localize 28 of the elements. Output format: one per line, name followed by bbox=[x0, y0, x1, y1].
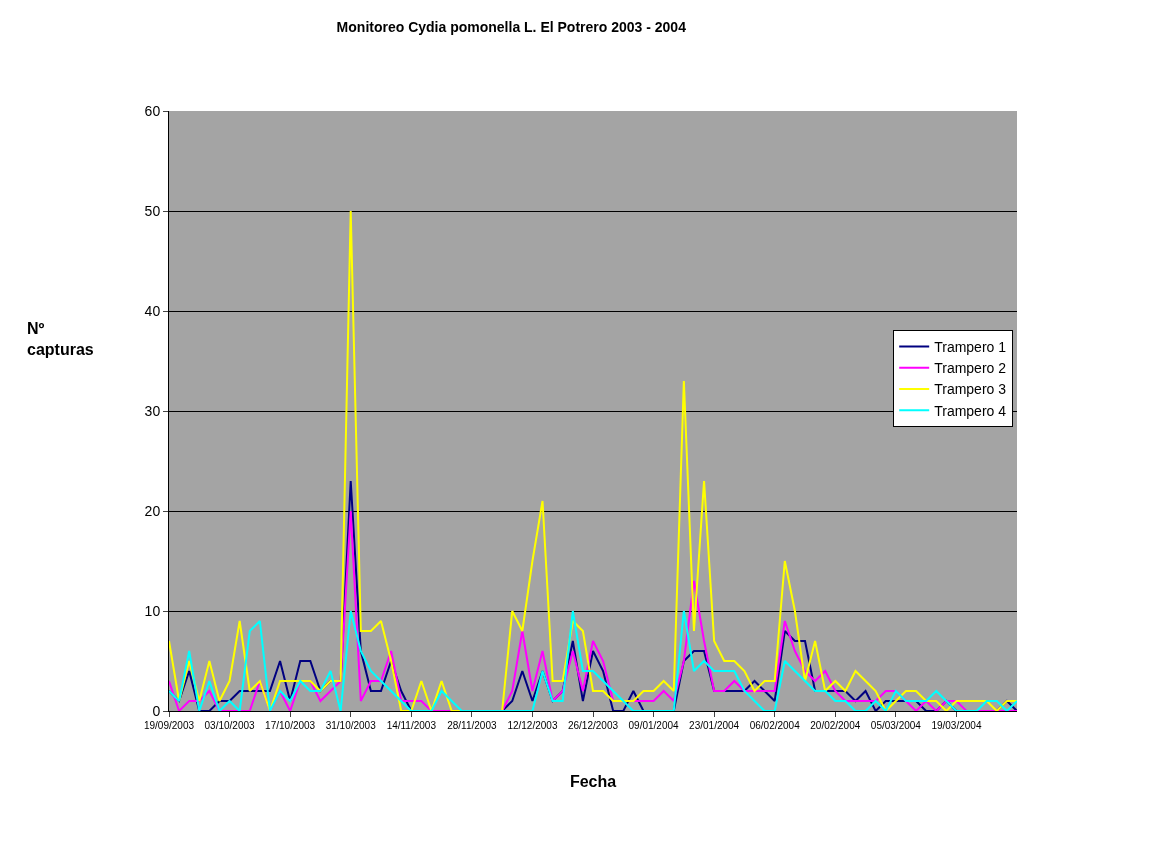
x-tick-label: 12/12/2003 bbox=[507, 720, 558, 731]
x-tick-label: 09/01/2004 bbox=[628, 720, 680, 731]
x-tick-label: 17/10/2003 bbox=[265, 720, 316, 731]
x-tick-label: 03/10/2003 bbox=[204, 720, 256, 731]
y-tick-label: 0 bbox=[152, 702, 161, 719]
x-tick-label: 31/10/2003 bbox=[325, 720, 377, 731]
legend-label: Trampero 4 bbox=[934, 402, 1007, 419]
y-axis-title: Nº capturas bbox=[27, 320, 94, 358]
x-tick-label: 14/11/2003 bbox=[386, 720, 437, 731]
chart-title: Monitoreo Cydia pomonella L. El Potrero 2003 - 2004 bbox=[336, 18, 687, 35]
y-tick-label: 30 bbox=[144, 402, 161, 419]
x-tick-label: 23/01/2004 bbox=[689, 720, 740, 731]
y-tick-label: 40 bbox=[144, 302, 161, 319]
x-tick-label: 26/12/2003 bbox=[567, 720, 619, 731]
legend-label: Trampero 2 bbox=[934, 360, 1007, 377]
x-tick-label: 06/02/2004 bbox=[749, 720, 801, 731]
legend-label: Trampero 1 bbox=[934, 339, 1007, 356]
x-tick-label: 20/02/2004 bbox=[810, 720, 861, 731]
legend-label: Trampero 3 bbox=[934, 381, 1007, 398]
x-tick-label: 05/03/2004 bbox=[870, 720, 922, 731]
y-tick-label: 60 bbox=[144, 102, 161, 119]
x-tick-label: 19/09/2003 bbox=[143, 720, 195, 731]
x-axis-title: Fecha bbox=[569, 772, 617, 790]
y-tick-label: 50 bbox=[144, 202, 161, 219]
y-tick-label: 20 bbox=[144, 502, 161, 519]
y-tick-label: 10 bbox=[144, 602, 161, 619]
x-tick-label: 28/11/2003 bbox=[447, 720, 497, 731]
x-tick-label: 19/03/2004 bbox=[931, 720, 982, 731]
